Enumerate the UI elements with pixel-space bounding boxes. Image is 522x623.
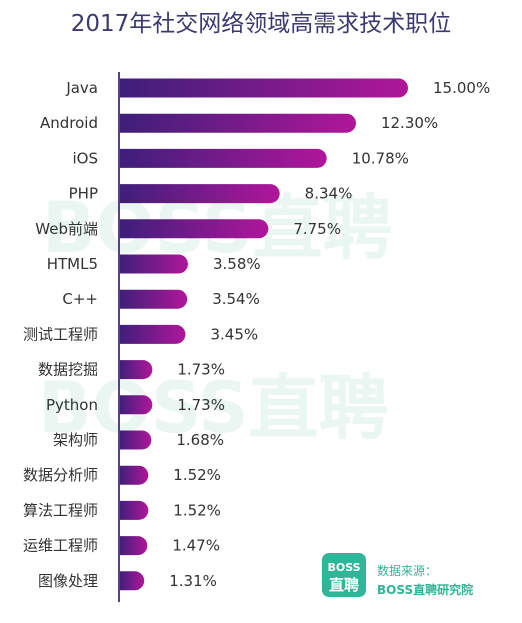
value-label-11: 1.52% — [173, 466, 221, 484]
value-label-2: 10.78% — [352, 149, 409, 167]
bar-2 — [119, 148, 327, 168]
category-label-9: Python — [46, 396, 98, 414]
value-label-5: 3.58% — [213, 255, 261, 273]
category-label-14: 图像处理 — [38, 572, 98, 590]
value-label-10: 1.68% — [176, 431, 224, 449]
category-label-12: 算法工程师 — [23, 501, 98, 519]
bar-10 — [119, 430, 152, 450]
bar-3 — [119, 184, 280, 204]
source-label: 数据来源： — [377, 563, 437, 578]
value-label-0: 15.00% — [433, 79, 490, 97]
category-label-7: 测试工程师 — [23, 325, 98, 343]
value-label-4: 7.75% — [293, 220, 341, 238]
category-label-10: 架构师 — [53, 431, 98, 449]
value-label-13: 1.47% — [172, 537, 220, 555]
value-label-1: 12.30% — [381, 114, 438, 132]
value-label-14: 1.31% — [169, 572, 217, 590]
bar-8 — [119, 360, 153, 380]
logo-line1: BOSS — [327, 561, 360, 574]
boss-logo: BOSS 直聘 — [322, 553, 366, 597]
category-label-6: C++ — [62, 290, 98, 308]
bar-12 — [119, 500, 149, 520]
bar-1 — [119, 113, 356, 133]
category-label-13: 运维工程师 — [23, 537, 98, 555]
value-label-12: 1.52% — [173, 501, 221, 519]
category-label-0: Java — [65, 79, 98, 97]
category-label-3: PHP — [69, 185, 98, 203]
logo-box — [322, 553, 366, 597]
category-label-8: 数据挖掘 — [38, 361, 98, 379]
value-label-6: 3.54% — [212, 290, 260, 308]
chart-title: 2017年社交网络领域高需求技术职位 — [71, 11, 452, 37]
bar-4 — [119, 219, 269, 239]
value-label-8: 1.73% — [177, 361, 225, 379]
watermark-bottom: BOSS直聘 — [38, 367, 389, 449]
category-label-2: iOS — [73, 149, 99, 167]
category-label-4: Web前端 — [35, 220, 98, 238]
category-label-11: 数据分析师 — [23, 466, 98, 484]
value-labels: 15.00% 12.30% 10.78% 8.34% 7.75% 3.58% 3.54% 3.… — [169, 79, 490, 590]
source-name: BOSS直聘研究院 — [377, 582, 473, 597]
bar-11 — [119, 465, 149, 485]
bar-0 — [119, 78, 408, 98]
bar-13 — [119, 536, 148, 556]
bar-6 — [119, 289, 188, 309]
bar-series — [119, 78, 408, 591]
bar-7 — [119, 324, 186, 344]
bar-14 — [119, 571, 145, 591]
bar-5 — [119, 254, 188, 274]
value-label-7: 3.45% — [210, 325, 258, 343]
category-label-1: Android — [40, 114, 98, 132]
value-label-3: 8.34% — [305, 185, 353, 203]
bar-9 — [119, 395, 153, 415]
category-label-5: HTML5 — [47, 255, 98, 273]
logo-line2: 直聘 — [329, 576, 359, 594]
value-label-9: 1.73% — [177, 396, 225, 414]
